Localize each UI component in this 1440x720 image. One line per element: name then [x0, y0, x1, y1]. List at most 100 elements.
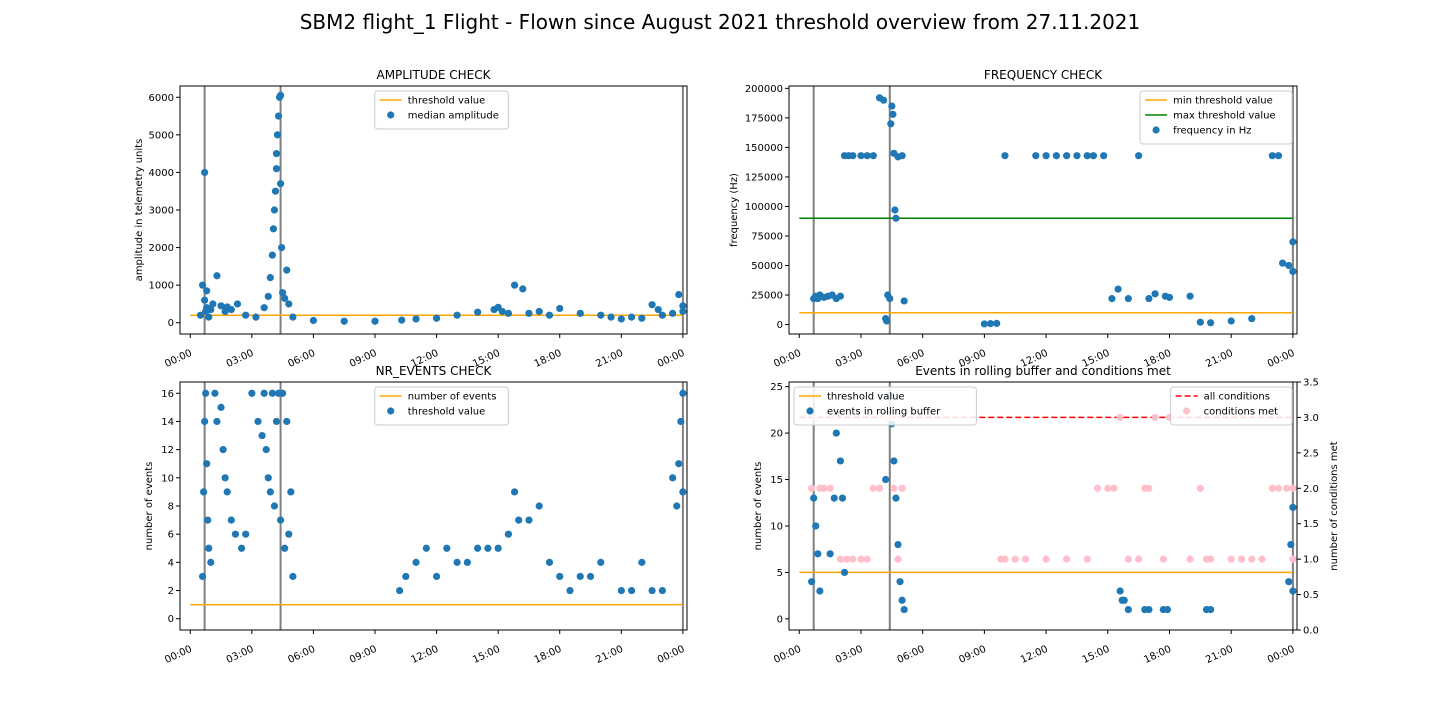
- plot-area: [190, 86, 687, 334]
- data-point: [880, 96, 888, 104]
- data-point: [638, 558, 646, 566]
- data-point: [814, 550, 822, 558]
- data-point: [1021, 555, 1030, 563]
- data-point: [669, 309, 677, 317]
- data-point: [200, 488, 208, 496]
- figure-title: SBM2 flight_1 Flight - Flown since Augus…: [300, 10, 1141, 34]
- y-axis-label: number of events: [753, 462, 764, 551]
- legend-marker: [1183, 407, 1191, 415]
- data-point: [1248, 555, 1256, 563]
- data-point: [1227, 555, 1235, 563]
- legend-label: frequency in Hz: [1173, 126, 1251, 137]
- data-point: [1248, 315, 1256, 323]
- chart-title: AMPLITUDE CHECK: [376, 68, 491, 82]
- data-point: [1159, 555, 1167, 563]
- data-point: [1196, 318, 1204, 326]
- data-point: [525, 309, 533, 317]
- y2-tick-label: 1.0: [1303, 555, 1319, 566]
- y-axis-label: frequency (Hz): [729, 173, 740, 247]
- data-point: [1108, 294, 1116, 303]
- data-point: [898, 484, 906, 492]
- data-point: [898, 596, 906, 604]
- data-point: [1042, 555, 1050, 563]
- data-point: [1052, 152, 1060, 160]
- data-point: [223, 488, 231, 496]
- legend-box: [1139, 90, 1293, 145]
- legend-label: threshold value: [827, 392, 905, 403]
- legend-label: threshold value: [408, 96, 486, 107]
- data-point: [1100, 152, 1108, 160]
- data-point: [576, 309, 584, 317]
- data-point: [1073, 152, 1081, 160]
- y-tick-label: 175000: [745, 113, 783, 124]
- y-tick-label: 125000: [745, 172, 783, 183]
- data-point: [836, 292, 845, 300]
- data-point: [227, 305, 235, 314]
- y-tick-label: 4: [168, 558, 174, 569]
- data-point: [892, 214, 900, 222]
- data-point: [892, 494, 900, 502]
- data-point: [1207, 555, 1215, 563]
- data-point: [494, 544, 502, 552]
- legend-box: [374, 90, 509, 130]
- data-point: [270, 502, 279, 510]
- data-point: [535, 307, 543, 316]
- data-point: [1285, 578, 1293, 586]
- data-point: [840, 568, 849, 577]
- data-point: [510, 281, 519, 289]
- data-point: [271, 187, 280, 195]
- data-point: [205, 544, 213, 552]
- data-point: [882, 475, 890, 484]
- data-point: [217, 302, 225, 310]
- y-tick-label: 4000: [149, 168, 174, 179]
- data-point: [849, 152, 857, 160]
- data-point: [675, 290, 683, 299]
- legend-label: threshold value: [408, 407, 486, 418]
- data-point: [1032, 152, 1040, 160]
- data-point: [627, 313, 636, 321]
- data-point: [1165, 293, 1174, 301]
- data-point: [289, 572, 297, 581]
- data-point: [1145, 294, 1153, 303]
- y-tick-label: 1000: [149, 281, 174, 292]
- data-point: [887, 120, 895, 128]
- legend-box: [1170, 386, 1293, 426]
- data-point: [993, 319, 1001, 327]
- axes-frame: [788, 381, 1298, 631]
- data-point: [1186, 555, 1194, 563]
- data-point: [566, 586, 574, 595]
- data-point: [986, 320, 995, 328]
- data-point: [849, 555, 857, 563]
- y-tick-label: 5000: [149, 130, 174, 141]
- data-point: [836, 457, 845, 465]
- chart-title: NR_EVENTS CHECK: [376, 364, 493, 378]
- data-point: [875, 484, 884, 492]
- data-point: [396, 586, 404, 595]
- data-point: [658, 311, 666, 319]
- data-point: [830, 494, 838, 502]
- data-point: [248, 389, 256, 397]
- data-point: [545, 558, 554, 566]
- data-point: [484, 544, 492, 552]
- y-tick-label: 2000: [149, 243, 174, 254]
- data-point: [1289, 238, 1297, 246]
- axes-frame: [788, 85, 1298, 335]
- data-point: [525, 516, 533, 524]
- legend-marker: [387, 407, 395, 415]
- data-point: [252, 313, 260, 321]
- data-point: [463, 558, 471, 566]
- legend: threshold value median amplitude: [374, 90, 509, 130]
- data-point: [1289, 484, 1297, 492]
- data-point: [1110, 484, 1118, 492]
- data-point: [211, 389, 219, 397]
- y-axis-label: amplitude in telemetry units: [134, 139, 145, 282]
- data-point: [658, 586, 666, 595]
- y-tick-label: 100000: [745, 202, 783, 213]
- data-point: [1274, 152, 1283, 160]
- legend-label: median amplitude: [408, 111, 499, 122]
- data-point: [832, 429, 840, 437]
- data-point: [432, 314, 441, 322]
- data-point: [254, 417, 262, 426]
